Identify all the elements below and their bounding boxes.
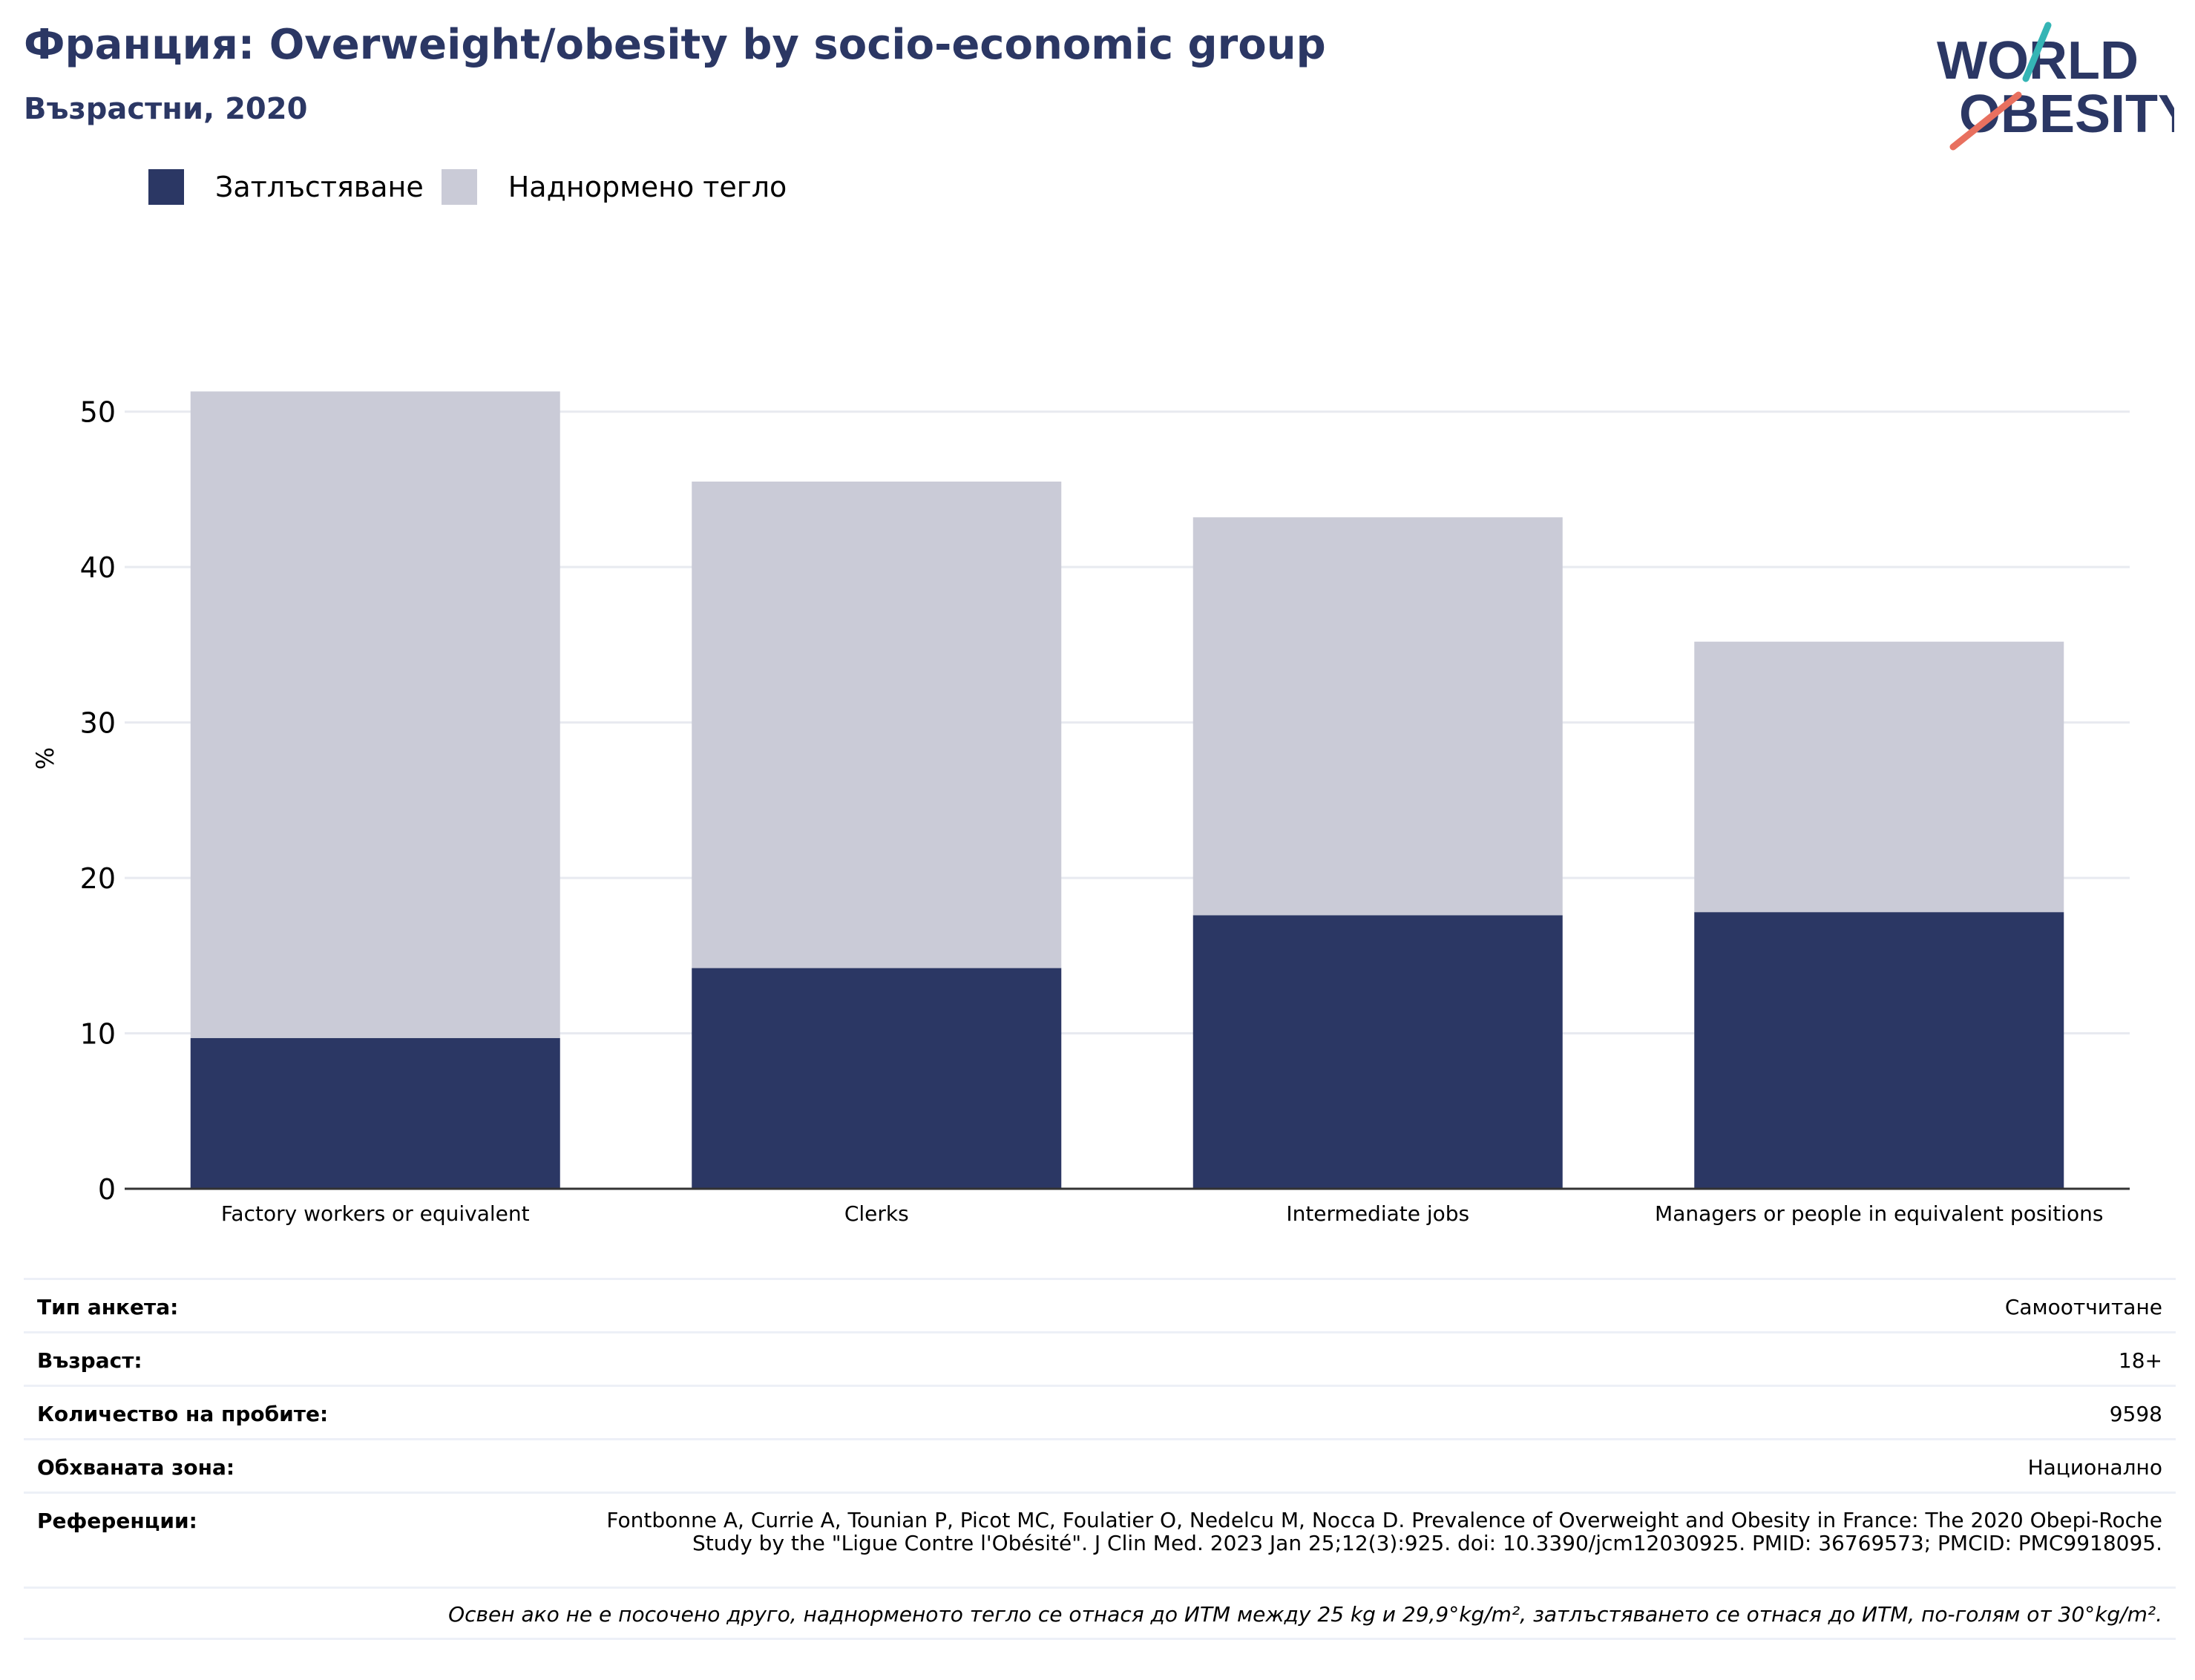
chart-subtitle: Възрастни, 2020 xyxy=(24,92,308,126)
info-table: Тип анкета: Самоотчитане Възраст: 18+ Ко… xyxy=(24,1278,2176,1640)
bar-overweight xyxy=(1694,641,2064,913)
legend-swatch-overweight xyxy=(441,169,477,205)
chart-title: Франция: Overweight/obesity by socio-eco… xyxy=(24,21,1326,69)
y-tick-label: 50 xyxy=(80,396,116,429)
area-value: Национално xyxy=(2027,1455,2162,1480)
survey-type-value: Самоотчитане xyxy=(2004,1295,2162,1319)
age-value: 18+ xyxy=(2118,1348,2162,1373)
bar-chart: 0 10 20 30 40 50% Factory workers or equivalen… xyxy=(31,391,2130,1226)
legend-item-overweight[interactable]: Наднормено тегло xyxy=(441,169,787,205)
legend-label-overweight: Наднормено тегло xyxy=(508,171,787,203)
y-tick-label: 30 xyxy=(80,707,116,740)
definition-note: Освен ако не е посочено друго, наднормен… xyxy=(24,1587,2176,1640)
references-value: Fontbonne A, Currie A, Tounian P, Picot … xyxy=(606,1508,2162,1555)
x-tick-label: Intermediate jobs xyxy=(1286,1201,1469,1226)
legend-swatch-obesity xyxy=(148,169,184,205)
bar-overweight xyxy=(692,481,1062,968)
y-tick-label: 10 xyxy=(80,1018,116,1051)
sample-size-label: Количество на пробите: xyxy=(37,1402,329,1426)
chart-legend: Затлъстяване Наднормено тегло xyxy=(148,169,804,205)
bar-obesity xyxy=(190,1037,560,1189)
info-row-area: Обхваната зона: Национално xyxy=(24,1438,2176,1492)
info-row-age: Възраст: 18+ xyxy=(24,1331,2176,1385)
logo-word-1: WORLD xyxy=(1937,31,2139,91)
bar-obesity xyxy=(1192,915,1563,1189)
survey-type-label: Тип анкета: xyxy=(37,1295,179,1319)
x-tick-label: Managers or people in equivalent positio… xyxy=(1655,1201,2103,1226)
world-obesity-logo: WORLD OBESITY xyxy=(1937,22,2174,151)
age-label: Възраст: xyxy=(37,1348,142,1373)
references-label: Референции: xyxy=(37,1509,197,1533)
y-tick-label: 0 xyxy=(98,1173,116,1206)
x-tick-label: Clerks xyxy=(844,1201,909,1226)
info-row-references: Референции: Fontbonne A, Currie A, Touni… xyxy=(24,1492,2176,1587)
x-tick-label: Factory workers or equivalent xyxy=(221,1201,530,1226)
y-tick-label: 20 xyxy=(80,862,116,895)
bar-obesity xyxy=(1694,912,2064,1189)
info-row-sample-size: Количество на пробите: 9598 xyxy=(24,1385,2176,1438)
y-tick-label: 40 xyxy=(80,551,116,584)
legend-label-obesity: Затлъстяване xyxy=(215,171,424,203)
info-row-survey-type: Тип анкета: Самоотчитане xyxy=(24,1278,2176,1331)
bar-overweight xyxy=(1192,517,1563,916)
bar-obesity xyxy=(692,968,1062,1189)
logo-slash-coral xyxy=(1949,91,2022,151)
legend-item-obesity[interactable]: Затлъстяване xyxy=(148,169,424,205)
sample-size-value: 9598 xyxy=(2109,1402,2162,1426)
area-label: Обхваната зона: xyxy=(37,1455,235,1480)
y-axis-label: % xyxy=(31,747,59,770)
logo-slash-teal xyxy=(2022,22,2052,82)
bar-overweight xyxy=(190,391,560,1038)
